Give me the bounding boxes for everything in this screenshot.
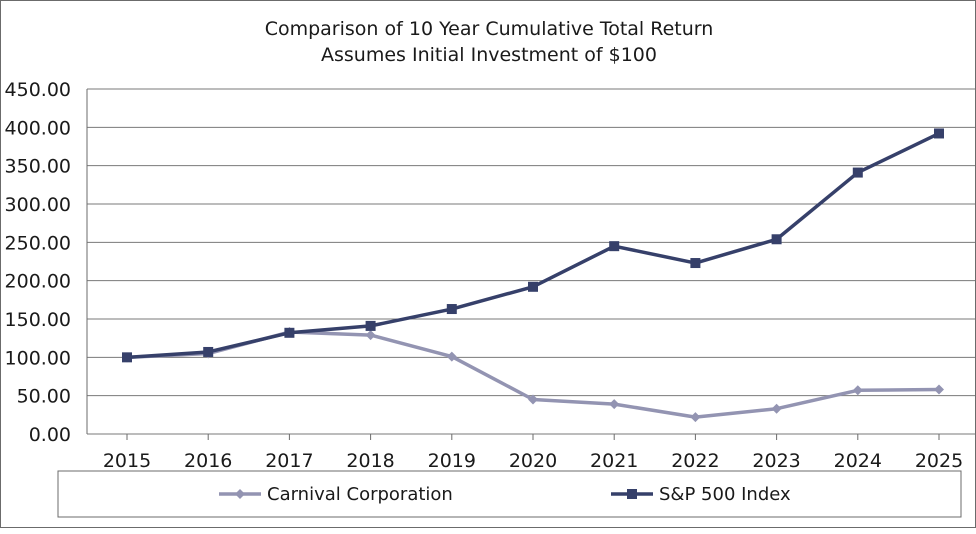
x-tick-label: 2021 xyxy=(590,450,638,472)
x-tick-label: 2025 xyxy=(915,450,963,472)
x-tick-label: 2017 xyxy=(265,450,313,472)
data-point-s-p-500-index xyxy=(690,258,701,269)
data-point-s-p-500-index xyxy=(203,346,214,357)
legend-label: S&P 500 Index xyxy=(659,484,791,505)
data-point-carnival-corporation xyxy=(771,403,782,414)
y-tick-label: 250.00 xyxy=(5,232,71,254)
y-tick-label: 350.00 xyxy=(5,156,71,178)
series-group xyxy=(122,128,944,423)
data-point-s-p-500-index xyxy=(446,304,457,315)
data-point-carnival-corporation xyxy=(528,394,538,405)
data-point-s-p-500-index xyxy=(122,352,132,363)
x-tick-label: 2024 xyxy=(834,450,882,472)
y-tick-label: 50.00 xyxy=(17,386,71,408)
legend-item-carnival-corporation: Carnival Corporation xyxy=(219,484,453,505)
data-point-carnival-corporation xyxy=(446,351,457,362)
data-point-s-p-500-index xyxy=(365,320,376,331)
gridlines xyxy=(86,88,975,435)
x-tick-label: 2016 xyxy=(184,450,232,472)
legend-item-s-p-500-index: S&P 500 Index xyxy=(611,484,791,505)
y-tick-label: 100.00 xyxy=(5,347,71,369)
y-tick-label: 450.00 xyxy=(5,79,71,101)
y-tick-label: 200.00 xyxy=(5,271,71,293)
chart-subtitle: Assumes Initial Investment of $100 xyxy=(321,44,657,66)
data-point-carnival-corporation xyxy=(934,384,944,395)
data-point-s-p-500-index xyxy=(771,234,782,245)
series-line-s-p-500-index xyxy=(126,131,940,360)
data-point-s-p-500-index xyxy=(528,281,538,292)
y-tick-label: 0.00 xyxy=(29,424,71,446)
y-axis-ticks: 0.00 50.00 100.00 150.00 200.00 250.00 300.00 3… xyxy=(5,79,71,446)
data-point-s-p-500-index xyxy=(284,327,295,338)
y-tick-label: 150.00 xyxy=(5,309,71,331)
x-tick-label: 2019 xyxy=(428,450,476,472)
legend-box xyxy=(57,470,962,518)
legend-marker xyxy=(627,489,637,499)
y-tick-label: 300.00 xyxy=(5,194,71,216)
data-point-s-p-500-index xyxy=(852,167,863,178)
data-point-carnival-corporation xyxy=(609,399,620,410)
x-tick-label: 2020 xyxy=(509,450,557,472)
data-point-carnival-corporation xyxy=(690,412,701,423)
chart-title: Comparison of 10 Year Cumulative Total R… xyxy=(265,18,714,40)
x-tick-label: 2023 xyxy=(752,450,800,472)
legend-marker xyxy=(235,489,245,499)
x-tick-label: 2015 xyxy=(103,450,151,472)
legend-label: Carnival Corporation xyxy=(267,484,453,505)
data-point-carnival-corporation xyxy=(365,330,376,341)
x-axis-ticks: 2015 2016 2017 2018 2019 2020 2021 2022 2023 2024… xyxy=(103,434,963,472)
legend: Carnival Corporation S&P 500 Index xyxy=(219,484,791,505)
data-point-s-p-500-index xyxy=(934,128,944,139)
y-tick-label: 400.00 xyxy=(5,117,71,139)
x-tick-label: 2018 xyxy=(346,450,394,472)
data-point-carnival-corporation xyxy=(852,385,863,396)
data-point-s-p-500-index xyxy=(609,241,620,252)
x-tick-label: 2022 xyxy=(671,450,719,472)
